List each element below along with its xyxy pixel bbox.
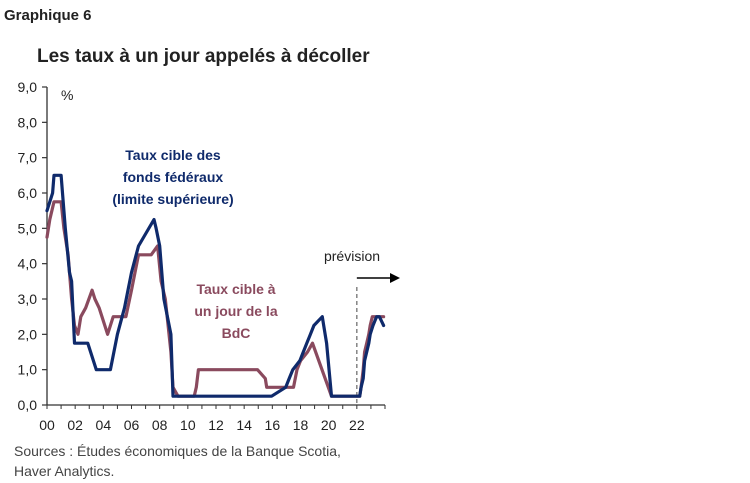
series-label-fed-line: fonds fédéraux	[123, 169, 224, 185]
y-tick-label: 3,0	[18, 291, 38, 307]
x-tick-label: 00	[39, 417, 55, 433]
source-line-2: Haver Analytics.	[14, 463, 114, 479]
forecast-arrow-head	[390, 273, 400, 283]
x-tick-label: 22	[349, 417, 365, 433]
x-tick-label: 20	[321, 417, 337, 433]
figure-label: Graphique 6	[4, 7, 92, 24]
x-tick-label: 02	[67, 417, 83, 433]
y-tick-label: 7,0	[18, 150, 38, 166]
series-line-boc	[45, 200, 386, 398]
forecast-label: prévision	[324, 248, 380, 264]
y-tick-label: 2,0	[18, 326, 38, 342]
x-tick-label: 14	[236, 417, 252, 433]
y-axis-unit: %	[61, 87, 73, 103]
x-tick-label: 06	[124, 417, 140, 433]
series-label-boc-line: un jour de la	[194, 303, 277, 319]
x-tick-label: 04	[96, 417, 112, 433]
y-tick-label: 1,0	[18, 362, 38, 378]
source-line-1: Sources : Études économiques de la Banqu…	[14, 443, 341, 459]
x-tick-label: 18	[293, 417, 309, 433]
x-tick-label: 12	[208, 417, 224, 433]
y-tick-label: 9,0	[18, 79, 38, 95]
series-label-boc-line: BdC	[222, 325, 251, 341]
y-tick-label: 8,0	[18, 114, 38, 130]
y-tick-label: 6,0	[18, 185, 38, 201]
y-tick-label: 0,0	[18, 397, 38, 413]
series-label-boc-line: Taux cible à	[196, 281, 275, 297]
chart-title: Les taux à un jour appelés à décoller	[37, 46, 370, 67]
x-tick-label: 08	[152, 417, 168, 433]
x-tick-label: 16	[265, 417, 281, 433]
series-label-fed-line: Taux cible des	[125, 147, 221, 163]
series-line-fed	[45, 173, 386, 398]
y-tick-label: 5,0	[18, 220, 38, 236]
y-tick-label: 4,0	[18, 256, 38, 272]
plot-area: 0,0 1,0 2,0 3,0 4,0 5,0 6,0 7,0 8,0 9,0 % 00 02 04 06 0…	[18, 79, 400, 433]
x-tick-label: 10	[180, 417, 196, 433]
series-label-fed-line: (limite supérieure)	[112, 191, 233, 207]
